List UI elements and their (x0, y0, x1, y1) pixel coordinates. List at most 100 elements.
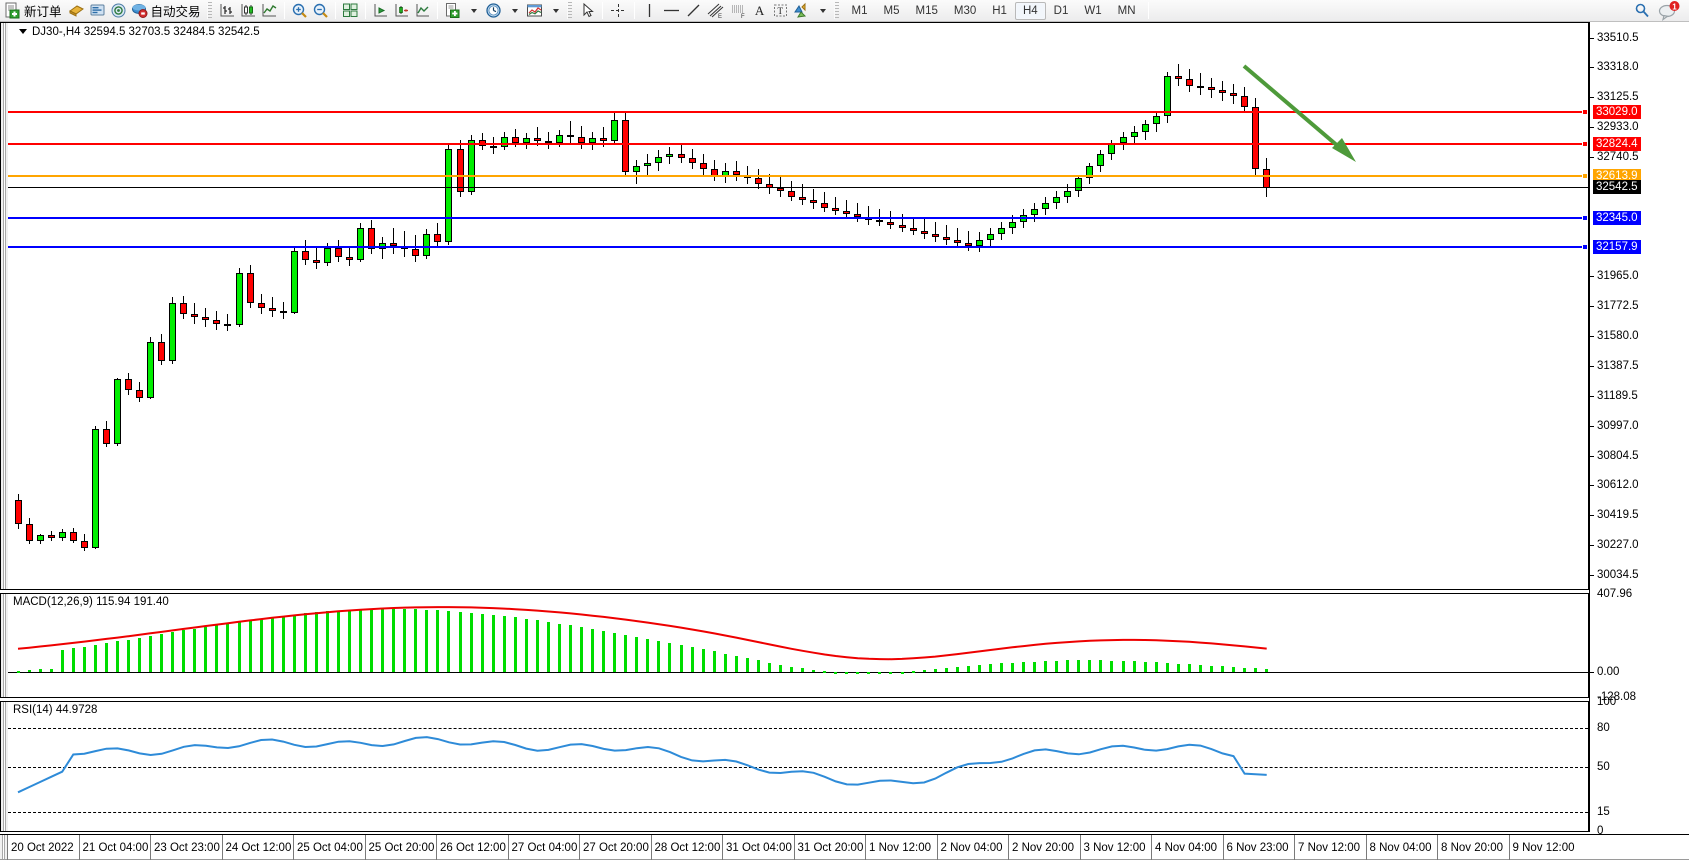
candlestick (1053, 190, 1061, 210)
notifications-icon[interactable]: 1 (1655, 0, 1683, 21)
timeframe-button-w1[interactable]: W1 (1084, 4, 1102, 17)
templates-icon[interactable] (524, 1, 545, 21)
zoom-out-icon[interactable] (310, 1, 331, 21)
macd-histogram-bar (668, 642, 672, 673)
rsi-plot-region[interactable] (8, 702, 1588, 831)
price-axis-level-chip-support[interactable]: 32345.0 (1593, 210, 1641, 225)
rsi-pane[interactable]: RSI(14) 44.9728 (0, 701, 1589, 832)
price-level-line-support[interactable] (8, 214, 1588, 221)
price-level-handle[interactable] (1582, 173, 1588, 180)
macd-histogram-bar (580, 627, 584, 673)
price-chart-pane[interactable]: DJ30-,H4 32594.5 32703.5 32484.5 32542.5 (0, 22, 1589, 590)
candle-wick (779, 176, 781, 197)
crosshair-icon[interactable] (607, 1, 630, 21)
timeframe-button-m15[interactable]: M15 (915, 4, 938, 17)
tile-windows-icon[interactable] (340, 1, 361, 21)
toolbar-separator-7 (1147, 2, 1149, 19)
pane-scroll-grip-main[interactable] (1, 23, 8, 589)
toolbar-grip-1[interactable] (206, 2, 212, 19)
candlestick (1207, 77, 1215, 98)
add-indicator-icon[interactable] (442, 1, 463, 21)
price-plot-region[interactable] (8, 23, 1588, 589)
navigator-icon[interactable] (108, 1, 129, 21)
add-indicator-dropdown[interactable] (463, 1, 483, 21)
fibonacci-icon[interactable]: F (727, 1, 750, 21)
candlestick (1097, 150, 1105, 173)
new-order-button[interactable] (2, 1, 23, 21)
time-axis-grip[interactable] (0, 835, 7, 860)
price-level-handle[interactable] (1582, 140, 1588, 147)
price-axis[interactable]: 33510.5 33318.0 33125.5 32933.0 32740.5 31965… (1589, 22, 1689, 837)
pane-scroll-grip-macd[interactable] (1, 594, 8, 697)
period-clock-icon[interactable] (483, 1, 504, 21)
market-watch-icon[interactable] (87, 1, 108, 21)
line-chart-zoom-icon[interactable] (412, 1, 433, 21)
candlestick (655, 150, 663, 171)
timeframe-button-m5[interactable]: M5 (883, 4, 900, 17)
expert-advisors-icon[interactable] (66, 1, 87, 21)
period-dropdown[interactable] (504, 1, 524, 21)
macd-histogram-bar (734, 655, 738, 673)
price-axis-level-chip-pivot[interactable]: 32613.9 (1593, 169, 1641, 184)
macd-histogram-bar (447, 610, 451, 673)
price-level-line-last-price[interactable] (8, 187, 1588, 189)
candle-body-bearish (799, 196, 807, 200)
price-level-line-resistance[interactable] (8, 140, 1588, 147)
timeframe-button-m30[interactable]: M30 (953, 4, 977, 17)
price-level-handle[interactable] (1582, 243, 1588, 250)
cursor-icon[interactable] (577, 1, 598, 21)
time-axis[interactable]: 20 Oct 2022 21 Oct 04:00 23 Oct 23:00 24 Oc… (0, 834, 1689, 860)
line-chart-icon[interactable] (259, 1, 280, 21)
toolbar-grip-3[interactable] (833, 2, 839, 19)
macd-histogram-bar (745, 658, 749, 673)
price-level-line-support[interactable] (8, 243, 1588, 250)
price-level-line-pivot[interactable] (8, 173, 1588, 180)
shapes-dropdown[interactable] (812, 1, 832, 21)
chart-shift-icon[interactable] (370, 1, 391, 21)
price-level-line-resistance[interactable] (8, 109, 1588, 115)
candle-body-bearish (1252, 107, 1260, 169)
timeframe-button-h1[interactable]: H1 (992, 4, 1007, 17)
candle-body-bullish (644, 162, 652, 166)
candlestick-chart-icon[interactable] (238, 1, 259, 21)
equidistant-channel-icon[interactable]: E (704, 1, 727, 21)
candlestick (1152, 111, 1160, 132)
svg-text:T: T (777, 6, 783, 16)
price-axis-level-chip-resistance[interactable]: 33029.0 (1593, 105, 1641, 119)
down-trend-arrow-annotation[interactable] (1236, 58, 1376, 168)
search-icon[interactable] (1631, 1, 1655, 21)
timeframe-button-m1[interactable]: M1 (851, 4, 868, 17)
zoom-in-icon[interactable] (289, 1, 310, 21)
candle-body-bullish (1163, 76, 1171, 117)
trendline-icon[interactable] (683, 1, 704, 21)
toolbar-grip-2[interactable] (566, 2, 572, 19)
price-level-handle[interactable] (1582, 109, 1588, 115)
chart-menu-triangle-icon[interactable] (19, 29, 27, 35)
macd-plot-region[interactable] (8, 594, 1588, 697)
auto-scroll-icon[interactable] (391, 1, 412, 21)
auto-trading-label[interactable]: 自动交易 (150, 5, 201, 19)
horizontal-line-icon[interactable] (660, 1, 683, 21)
price-axis-level-chip-resistance[interactable]: 32824.4 (1593, 136, 1641, 151)
bar-chart-icon[interactable] (217, 1, 238, 21)
text-label-icon[interactable]: A (754, 2, 765, 18)
timeframe-button-mn[interactable]: MN (1117, 4, 1136, 17)
new-order-label[interactable]: 新订单 (24, 5, 62, 19)
rsi-line (17, 736, 1267, 794)
shapes-arrows-icon[interactable] (791, 1, 812, 21)
candlestick (235, 267, 243, 327)
price-level-handle[interactable] (1582, 214, 1588, 221)
chart-area[interactable]: DJ30-,H4 32594.5 32703.5 32484.5 32542.5… (0, 22, 1689, 862)
vertical-line-icon[interactable] (639, 1, 660, 21)
price-axis-level-chip-support[interactable]: 32157.9 (1593, 239, 1641, 254)
pane-scroll-grip-rsi[interactable] (1, 702, 8, 831)
auto-trading-icon[interactable] (129, 1, 150, 21)
templates-dropdown[interactable] (545, 1, 565, 21)
candle-body-bullish (1064, 190, 1072, 197)
text-box-icon[interactable]: T (770, 1, 791, 21)
candle-body-bearish (412, 249, 420, 256)
price-axis-level-chip-last-price[interactable]: 32542.5 (1593, 180, 1641, 195)
timeframe-button-h4[interactable]: H4 (1014, 1, 1046, 20)
macd-pane[interactable]: MACD(12,26,9) 115.94 191.40 (0, 593, 1589, 698)
timeframe-button-d1[interactable]: D1 (1053, 4, 1069, 17)
